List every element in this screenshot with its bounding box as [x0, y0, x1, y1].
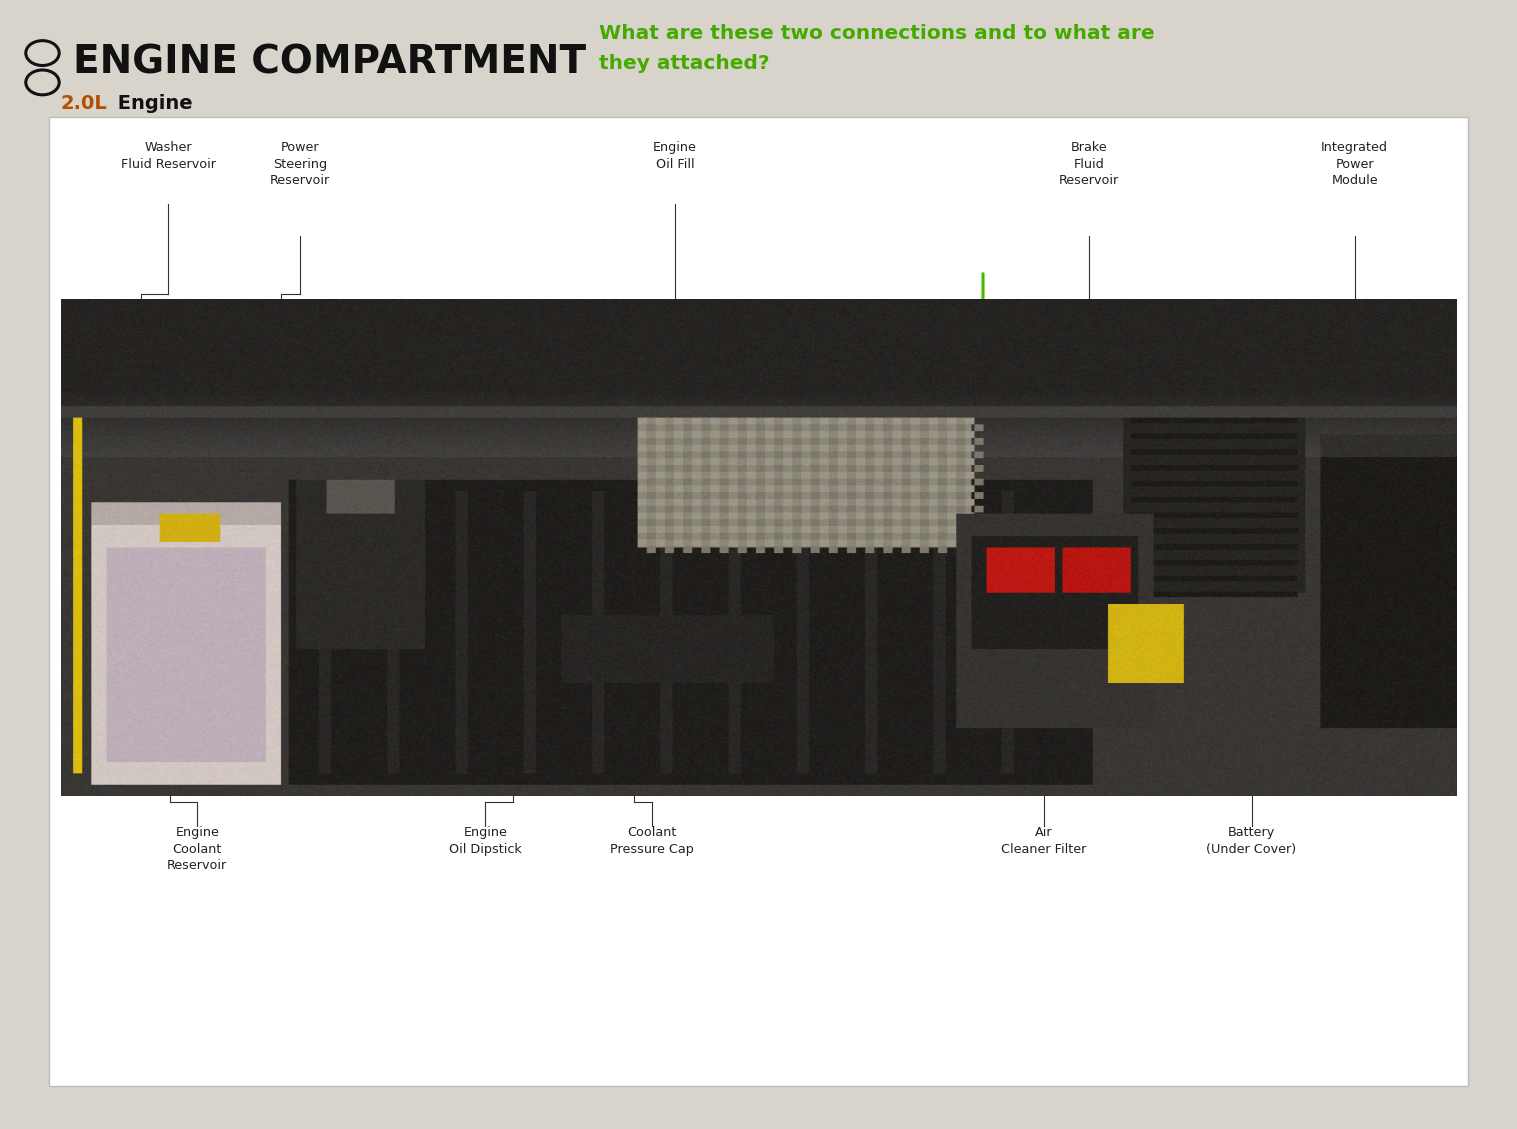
Text: they attached?: they attached? — [599, 54, 769, 72]
Text: 2.0L: 2.0L — [61, 95, 108, 113]
Text: What are these two connections and to what are: What are these two connections and to wh… — [599, 25, 1154, 43]
FancyBboxPatch shape — [49, 117, 1468, 1086]
Text: Battery
(Under Cover): Battery (Under Cover) — [1206, 826, 1297, 856]
Text: Integrated
Power
Module: Integrated Power Module — [1321, 141, 1388, 187]
Text: ENGINE COMPARTMENT: ENGINE COMPARTMENT — [73, 43, 586, 81]
Text: Coolant
Pressure Cap: Coolant Pressure Cap — [610, 826, 695, 856]
Text: Brake
Fluid
Reservoir: Brake Fluid Reservoir — [1059, 141, 1120, 187]
Text: Engine
Oil Dipstick: Engine Oil Dipstick — [449, 826, 522, 856]
Text: Power
Steering
Reservoir: Power Steering Reservoir — [270, 141, 331, 187]
Text: Engine: Engine — [111, 95, 193, 113]
Text: Engine
Coolant
Reservoir: Engine Coolant Reservoir — [167, 826, 228, 873]
Text: Washer
Fluid Reservoir: Washer Fluid Reservoir — [121, 141, 215, 170]
Text: Air
Cleaner Filter: Air Cleaner Filter — [1001, 826, 1086, 856]
Text: Engine
Oil Fill: Engine Oil Fill — [654, 141, 696, 170]
